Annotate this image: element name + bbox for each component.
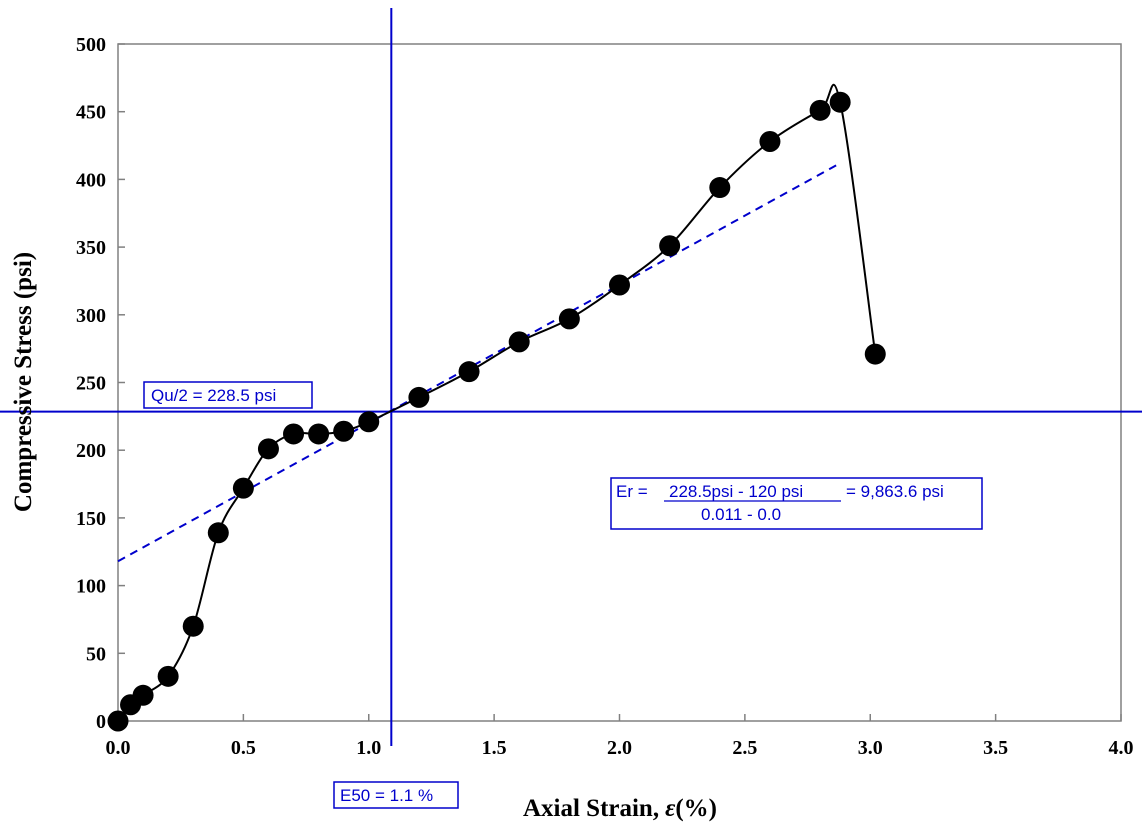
y-tick-label: 200 (76, 440, 106, 462)
y-tick-label: 400 (76, 169, 106, 191)
x-tick-label: 2.5 (732, 737, 757, 759)
x-tick-label: 1.5 (482, 737, 507, 759)
data-point (508, 331, 530, 353)
y-tick-label: 100 (76, 576, 106, 598)
data-point (333, 420, 355, 442)
x-tick-label: 3.0 (858, 737, 883, 759)
data-points (107, 91, 886, 732)
data-point (659, 235, 681, 257)
data-point (458, 361, 480, 383)
x-tick-label: 0.5 (231, 737, 256, 759)
data-point (408, 386, 430, 408)
tick-labels-layer: 0.0 0.5 1.0 1.5 2.0 2.5 3.0 3.5 4.0 0 50 100 150 200 2… (76, 34, 1134, 759)
er-denominator: 0.011 - 0.0 (701, 505, 781, 524)
y-tick-label: 0 (96, 711, 106, 733)
e50-box (333, 781, 459, 809)
x-tick-label: 1.0 (356, 737, 381, 759)
qu-half-box (143, 381, 313, 409)
x-axis-title: Axial Strain, ε(%) (523, 795, 717, 822)
data-point (864, 343, 886, 365)
y-tick-label: 350 (76, 237, 106, 259)
data-point (182, 615, 204, 637)
qu-half-label: Qu/2 = 228.5 psi (151, 386, 276, 405)
data-point (132, 684, 154, 706)
y-tick-label: 50 (86, 643, 106, 665)
data-point (107, 710, 129, 732)
data-point (283, 423, 305, 445)
data-point (232, 477, 254, 499)
data-point (207, 522, 229, 544)
data-point (609, 274, 630, 296)
er-box (610, 477, 983, 530)
e50-label: E50 = 1.1 % (340, 786, 433, 805)
er-result: = 9,863.6 psi (846, 482, 944, 501)
er-prefix: Er = (616, 482, 648, 501)
data-point (759, 130, 781, 152)
y-tick-label: 450 (76, 102, 106, 124)
y-tick-label: 300 (76, 305, 106, 327)
data-point (558, 308, 580, 330)
x-tick-label: 3.5 (983, 737, 1008, 759)
x-tick-label: 4.0 (1109, 737, 1134, 759)
er-numerator: 228.5psi - 120 psi (669, 482, 803, 501)
data-point (358, 411, 380, 433)
y-tick-label: 150 (76, 508, 106, 530)
data-point (308, 423, 330, 445)
trend-line (117, 162, 841, 563)
y-tick-label: 250 (76, 373, 106, 395)
x-tick-label: 2.0 (607, 737, 632, 759)
y-axis-title: Compressive Stress (psi) (10, 252, 37, 512)
x-tick-label: 0.0 (106, 737, 131, 759)
data-point (809, 99, 831, 121)
data-point (157, 665, 179, 687)
data-point (257, 438, 279, 460)
data-point (829, 91, 851, 113)
y-tick-label: 500 (76, 34, 106, 56)
data-point (709, 177, 731, 199)
